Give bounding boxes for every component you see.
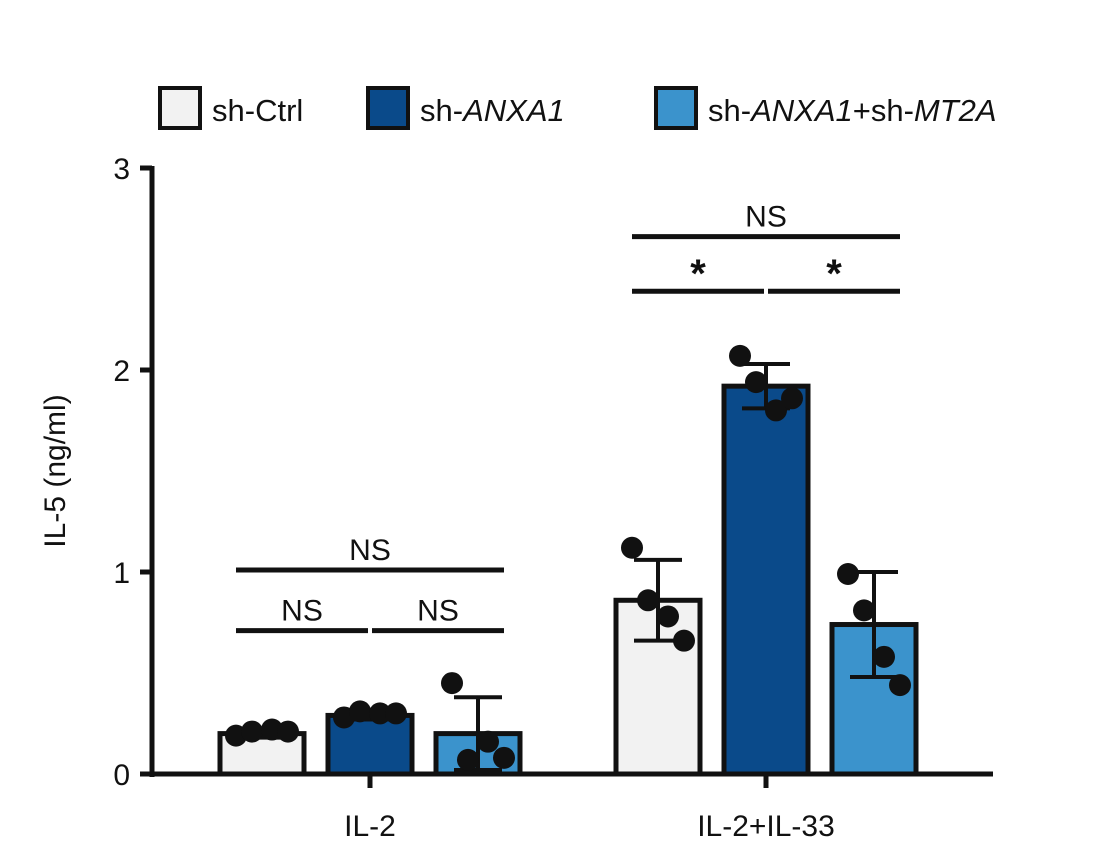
significance-label: NS xyxy=(281,595,323,628)
data-point xyxy=(873,645,895,668)
data-point xyxy=(745,371,767,394)
data-point xyxy=(261,718,283,741)
data-point xyxy=(729,344,751,367)
bars xyxy=(217,383,919,777)
y-tick-label: 0 xyxy=(113,759,130,792)
data-point xyxy=(621,536,643,559)
data-point xyxy=(457,748,479,771)
significance-label: NS xyxy=(745,201,787,234)
data-point xyxy=(673,629,695,652)
data-point xyxy=(241,720,263,743)
data-point xyxy=(853,599,875,622)
data-point xyxy=(889,674,911,697)
data-point xyxy=(477,730,499,753)
data-point xyxy=(765,399,787,422)
significance-annotations: NS NS NS NS * * xyxy=(236,201,900,634)
legend-label: sh-ANXA1+sh-MT2A xyxy=(708,93,997,128)
data-point xyxy=(385,702,407,725)
bar xyxy=(721,383,811,777)
data-point xyxy=(493,746,515,769)
legend-label: sh-ANXA1 xyxy=(420,93,565,128)
data-point xyxy=(277,720,299,743)
data-point xyxy=(637,589,659,612)
data-point xyxy=(657,605,679,628)
significance-label: NS xyxy=(417,595,459,628)
legend: sh-Ctrl sh-ANXA1 sh-ANXA1+sh-MT2A xyxy=(158,86,997,130)
significance-label: * xyxy=(690,252,706,296)
y-tick-label: 1 xyxy=(113,557,130,590)
legend-label: sh-Ctrl xyxy=(212,93,303,128)
significance-label: * xyxy=(826,252,842,296)
legend-swatch xyxy=(366,86,410,130)
legend-swatch xyxy=(158,86,202,130)
y-tick-label: 3 xyxy=(113,153,130,186)
data-point xyxy=(441,672,463,695)
x-category-label: IL-2+IL-33 xyxy=(697,810,835,843)
x-category-label: IL-2 xyxy=(344,810,396,843)
data-point xyxy=(369,702,391,725)
data-point xyxy=(837,563,859,586)
y-axis-label: IL-5 (ng/ml) xyxy=(39,394,72,547)
significance-label: NS xyxy=(349,534,391,567)
data-points xyxy=(225,344,911,771)
y-tick-label: 2 xyxy=(113,355,130,388)
legend-swatch xyxy=(654,86,698,130)
data-point xyxy=(349,700,371,723)
data-point xyxy=(781,387,803,410)
